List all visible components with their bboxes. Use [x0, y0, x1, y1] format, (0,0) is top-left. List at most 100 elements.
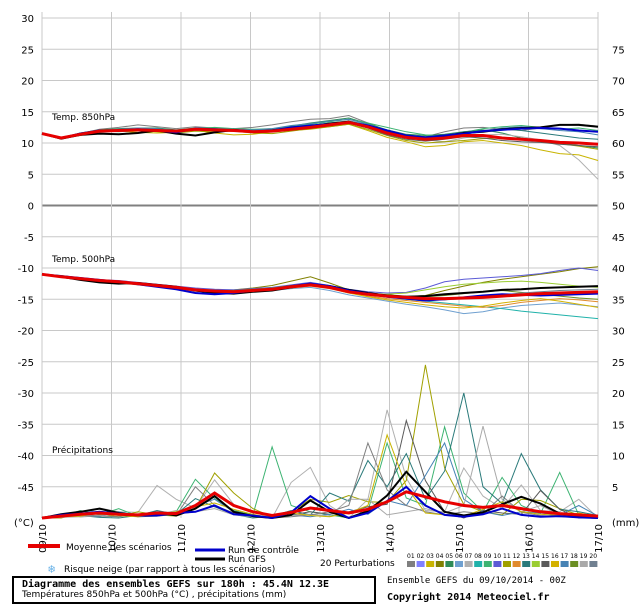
moyenne-line [41, 272, 599, 301]
pert-number: 04 [436, 553, 444, 560]
right-tick-label: 15 [612, 420, 625, 431]
pert-swatch [541, 561, 550, 567]
panel-850 [41, 114, 599, 180]
axes: 302520151050-5-10-15-20-25-30-35-40-4575… [18, 14, 625, 553]
left-tick-label: -15 [18, 295, 34, 306]
left-tick-label: -40 [18, 452, 34, 463]
panel-label-850: Temp. 850hPa [51, 113, 115, 123]
pert-number: 13 [522, 553, 530, 560]
pert-swatch [531, 561, 540, 567]
pert-number: 01 [407, 553, 415, 560]
left-tick-label: -20 [18, 327, 34, 338]
moyenne-line [41, 120, 599, 146]
pert-swatch [445, 561, 454, 567]
left-tick-label: -30 [18, 389, 34, 400]
pert-number: 07 [465, 553, 473, 560]
right-tick-label: 70 [612, 77, 625, 88]
pert-swatch [464, 561, 473, 567]
left-tick-label: -35 [18, 420, 34, 431]
left-tick-label: 5 [28, 170, 34, 181]
pert-swatch [570, 561, 579, 567]
pert-swatch [474, 561, 483, 567]
right-unit-label: (mm) [612, 518, 639, 529]
footer-subtitle: Températures 850hPa et 500hPa (°C) , pré… [22, 590, 287, 600]
x-date-label: 14/10 [386, 524, 397, 553]
pert-swatch [483, 561, 492, 567]
footer-title-box: Diagramme des ensembles GEFS sur 180h : … [12, 576, 376, 604]
x-date-label: 12/10 [247, 524, 258, 553]
right-tick-label: 55 [612, 170, 625, 181]
pert-number: 17 [561, 553, 569, 560]
pert-number: 10 [493, 553, 501, 560]
panel-precip [41, 364, 599, 520]
left-tick-label: -25 [18, 358, 34, 369]
panel-label-precip: Précipitations [52, 445, 113, 456]
pert-number: 12 [513, 553, 521, 560]
left-tick-label: 20 [21, 77, 34, 88]
left-tick-label: 0 [28, 202, 34, 213]
pert-swatch [435, 561, 444, 567]
pert-swatch [455, 561, 463, 567]
right-tick-label: 25 [612, 358, 625, 369]
right-tick-label: 65 [612, 108, 625, 119]
perturbation-legend: 01 02 03 04 05 06 07 08 09 10 11 12 13 14 15 16 17 18 19 20 [407, 553, 598, 567]
pert-number: 05 [445, 553, 453, 560]
legend-moyenne: Moyenne des scénarios [66, 542, 172, 553]
pert-swatch [512, 561, 521, 567]
x-date-label: 10/10 [108, 524, 119, 553]
pert-swatch [493, 561, 502, 567]
right-tick-label: 10 [612, 452, 625, 463]
pert-number: 20 [589, 553, 597, 560]
left-tick-label: 10 [21, 139, 34, 150]
legend-perturbations: 20 Perturbations [320, 559, 395, 569]
x-date-label: 16/10 [525, 524, 536, 553]
pert-number: 08 [474, 553, 482, 560]
legend-gfs: Run GFS [228, 555, 266, 565]
pert-number: 15 [541, 553, 549, 560]
pert-swatch [522, 561, 531, 567]
right-tick-label: 60 [612, 139, 625, 150]
pert-number: 03 [426, 553, 434, 560]
pert-number: 18 [570, 553, 578, 560]
right-tick-label: 5 [612, 483, 618, 494]
right-tick-label: 40 [612, 264, 625, 275]
right-tick-label: 45 [612, 233, 625, 244]
legend-controle: Run de contrôle [228, 545, 299, 556]
perturbation-line [42, 364, 599, 519]
x-date-label: 13/10 [316, 524, 327, 553]
pert-swatch [579, 561, 588, 567]
series [41, 114, 599, 520]
x-date-label: 15/10 [455, 524, 466, 553]
left-unit-label: (°C) [14, 518, 34, 529]
pert-number: 11 [503, 553, 511, 560]
left-tick-label: 15 [21, 108, 34, 119]
pert-swatch [416, 561, 425, 567]
pert-number: 19 [580, 553, 588, 560]
pert-swatch [407, 561, 415, 567]
panel-500 [41, 266, 599, 320]
pert-swatch [503, 561, 511, 567]
perturbation-line [41, 118, 599, 139]
legend-neige: Risque neige (par rapport à tous les scé… [64, 564, 275, 575]
moyenne-line [41, 490, 599, 520]
pert-number: 06 [455, 553, 463, 560]
pert-swatch [560, 561, 569, 567]
panel-label-500: Temp. 500hPa [51, 255, 115, 265]
x-date-label: 09/10 [38, 524, 49, 553]
pert-number: 16 [551, 553, 559, 560]
x-date-label: 17/10 [594, 524, 605, 553]
pert-number: 09 [484, 553, 492, 560]
pert-number: 02 [417, 553, 425, 560]
left-tick-label: -5 [24, 233, 34, 244]
right-tick-label: 20 [612, 389, 625, 400]
footer-ensemble: Ensemble GEFS du 09/10/2014 - 00Z [387, 576, 566, 586]
grid [41, 12, 599, 518]
left-tick-label: -10 [18, 264, 34, 275]
legend: Moyenne des scénarios Run de contrôle Ru… [28, 542, 598, 576]
left-tick-label: 30 [21, 14, 34, 25]
x-date-label: 11/10 [177, 524, 188, 553]
footer-copyright: Copyright 2014 Meteociel.fr [387, 592, 550, 603]
footer-title: Diagramme des ensembles GEFS sur 180h : … [22, 579, 330, 590]
right-tick-label: 30 [612, 327, 625, 338]
